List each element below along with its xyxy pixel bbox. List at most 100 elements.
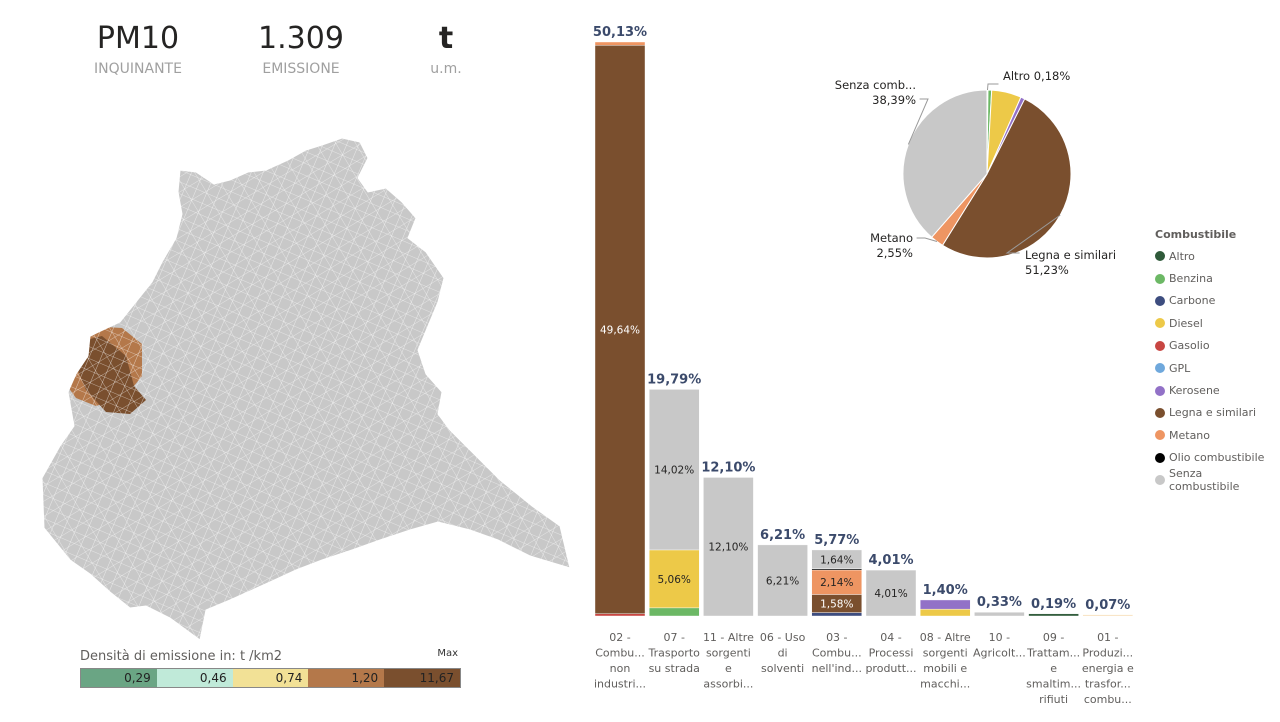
fuel-legend-item[interactable]: Diesel [1150,312,1275,334]
bar-group[interactable]: 12,10% 12,10% 11 - Altre sorgenti e assorbi..… [701,460,755,690]
category-label-line: 09 - [1043,631,1064,644]
kpi-emission-value: 1.309 [258,21,344,56]
kpi-emission-label: EMISSIONE [262,61,340,77]
pie-slice-label: Altro 0,18% [1003,69,1070,83]
pie-leader-line [916,237,938,242]
map-legend-class-1: 0,46 [156,669,233,687]
fuel-pie-chart[interactable]: Altro 0,18% Legna e similari 51,23% Metano 2… [820,60,1150,290]
fuel-legend-item[interactable]: Metano [1150,424,1275,446]
bar-segment[interactable] [594,45,646,614]
bar-segment[interactable] [865,569,917,617]
category-label-line: combu... [1084,693,1132,706]
sector-bar-chart[interactable]: 49,64% 50,13% 02 -Combu... non industri... 5,… [590,18,1150,718]
category-label-line: 02 - [609,631,630,644]
bar-group[interactable]: 5,06% 14,02% 19,79% 07 - Trasporto su strada [647,372,701,675]
bar-segment[interactable] [1028,613,1079,617]
category-label-line: e [1050,662,1057,675]
category-label-line: 11 - Altre [703,631,754,644]
kpi-unit-label: u.m. [430,61,462,77]
bar-total-label: 0,19% [1031,597,1076,612]
category-label-line: 03 - [826,631,847,644]
fuel-legend-item[interactable]: Carbone [1150,290,1275,312]
emission-density-map[interactable] [30,130,590,650]
bar-segment[interactable] [1082,614,1133,616]
bar-group[interactable]: 4,01% 4,01% 04 - Processi produtt... [865,553,916,675]
pie-slice-label: Legna e similari [1025,248,1116,262]
fuel-legend-item[interactable]: Gasolio [1150,335,1275,357]
pie-slice-percent: 38,39% [872,93,916,107]
map-svg[interactable] [30,130,590,650]
category-label-line: sorgenti [923,647,968,660]
bar-segment[interactable] [594,41,646,46]
fuel-legend-marker [1155,452,1165,463]
category-label-line: Combu... [812,647,862,660]
bar-segment-label: 12,10% [708,542,748,554]
category-label-line: trasfor... [1085,678,1131,691]
pie-slice-percent: 51,23% [1025,263,1069,277]
bar-group[interactable]: 1,58% 2,14% 1,64% 5,77% 03 - Combu... nell'ind… [811,533,863,675]
category-label: 07 - Trasporto su strada [648,631,701,675]
bar-segment[interactable] [703,477,754,617]
fuel-legend-label: Gasolio [1169,339,1210,353]
bar-segment[interactable] [757,544,808,617]
map-zone-low[interactable] [70,270,102,310]
kpi-unit: t u.m. [371,20,521,77]
bar-group[interactable]: 0,19% 09 - Trattam... e smaltim... rifiuti [1026,597,1081,706]
fuel-legend-item[interactable]: Benzina [1150,267,1275,289]
bar-group[interactable]: 0,33% 10 - Agricolt... [973,595,1026,659]
bar-group[interactable]: 49,64% 50,13% 02 - Combu... non industri... [593,25,647,691]
map-legend-scale: 0,29 0,46 0,74 1,20 11,67 [80,668,461,688]
fuel-legend-item[interactable]: Altro [1150,245,1275,267]
pie-slice-percent: 2,55% [876,246,913,260]
bar-segment-label: 2,14% [820,577,853,589]
category-label: 03 - Combu... nell'ind... [812,631,862,675]
fuel-legend-marker [1155,385,1165,396]
bar-segment[interactable] [811,549,863,569]
fuel-legend-marker [1155,475,1165,486]
bar-total-label: 0,33% [977,595,1022,610]
bar-segment[interactable] [649,389,700,551]
category-label-line: 04 - [880,631,901,644]
fuel-legend-marker [1155,273,1165,284]
bar-segment[interactable] [649,549,700,609]
category-label-line: Processi [869,647,914,660]
category-label-line: Produzi... [1082,647,1133,660]
bar-segment[interactable] [811,569,863,595]
category-label-line: 10 - [989,631,1010,644]
map-zone-lowmid[interactable] [52,312,86,344]
fuel-legend-item[interactable]: Senza combustibile [1150,467,1275,493]
bar-segment[interactable] [649,607,700,617]
fuel-legend-item[interactable]: Olio combustibile [1150,447,1275,469]
bar-total-label: 19,79% [647,372,701,387]
category-label-line: Trasporto [648,647,701,660]
bar-group[interactable]: 1,40% 08 - Altre sorgenti mobili e macchi... [920,583,971,691]
bar-segment[interactable] [920,599,971,610]
bar-segment-label: 6,21% [766,575,799,587]
bar-group[interactable]: 0,07% 01 - Produzi... energia e trasfor... co… [1082,598,1134,706]
fuel-legend-label: GPL [1169,361,1191,375]
bar-segment-label: 4,01% [874,588,907,600]
fuel-legend-item[interactable]: GPL [1150,357,1275,379]
fuel-legend: Combustibile Altro Benzina Carbone Diesel Ga… [1150,228,1275,493]
category-label-line: mobili e [923,662,967,675]
category-label-line: Combu... [595,647,645,660]
kpi-pollutant-label: INQUINANTE [94,61,182,77]
map-legend: Densità di emissione in: t /km2 Max 0,29… [80,646,462,692]
bar-chart-svg[interactable]: 49,64%50,13%02 -Combu... non industri...5,… [590,18,1150,718]
bar-segment[interactable] [811,612,863,617]
kpi-pollutant: PM10 INQUINANTE [63,20,213,77]
bar-group[interactable]: 6,21% 6,21% 06 - Uso di solventi [757,528,808,675]
bar-segment[interactable] [594,613,646,617]
bar-total-label: 4,01% [868,553,913,568]
fuel-legend-label: Olio combustibile [1169,451,1265,465]
fuel-legend-item[interactable]: Kerosene [1150,379,1275,401]
fuel-legend-item[interactable]: Legna e similari [1150,402,1275,424]
map-municipalities[interactable] [30,130,590,650]
category-label-line: rifiuti [1039,693,1068,706]
category-label: 08 - Altre sorgenti mobili e macchi... [920,631,971,691]
bar-segment[interactable] [920,608,971,617]
category-label-line: Agricolt... [973,647,1026,660]
fuel-legend-label: Diesel [1169,316,1203,330]
bar-segment[interactable] [974,612,1025,617]
